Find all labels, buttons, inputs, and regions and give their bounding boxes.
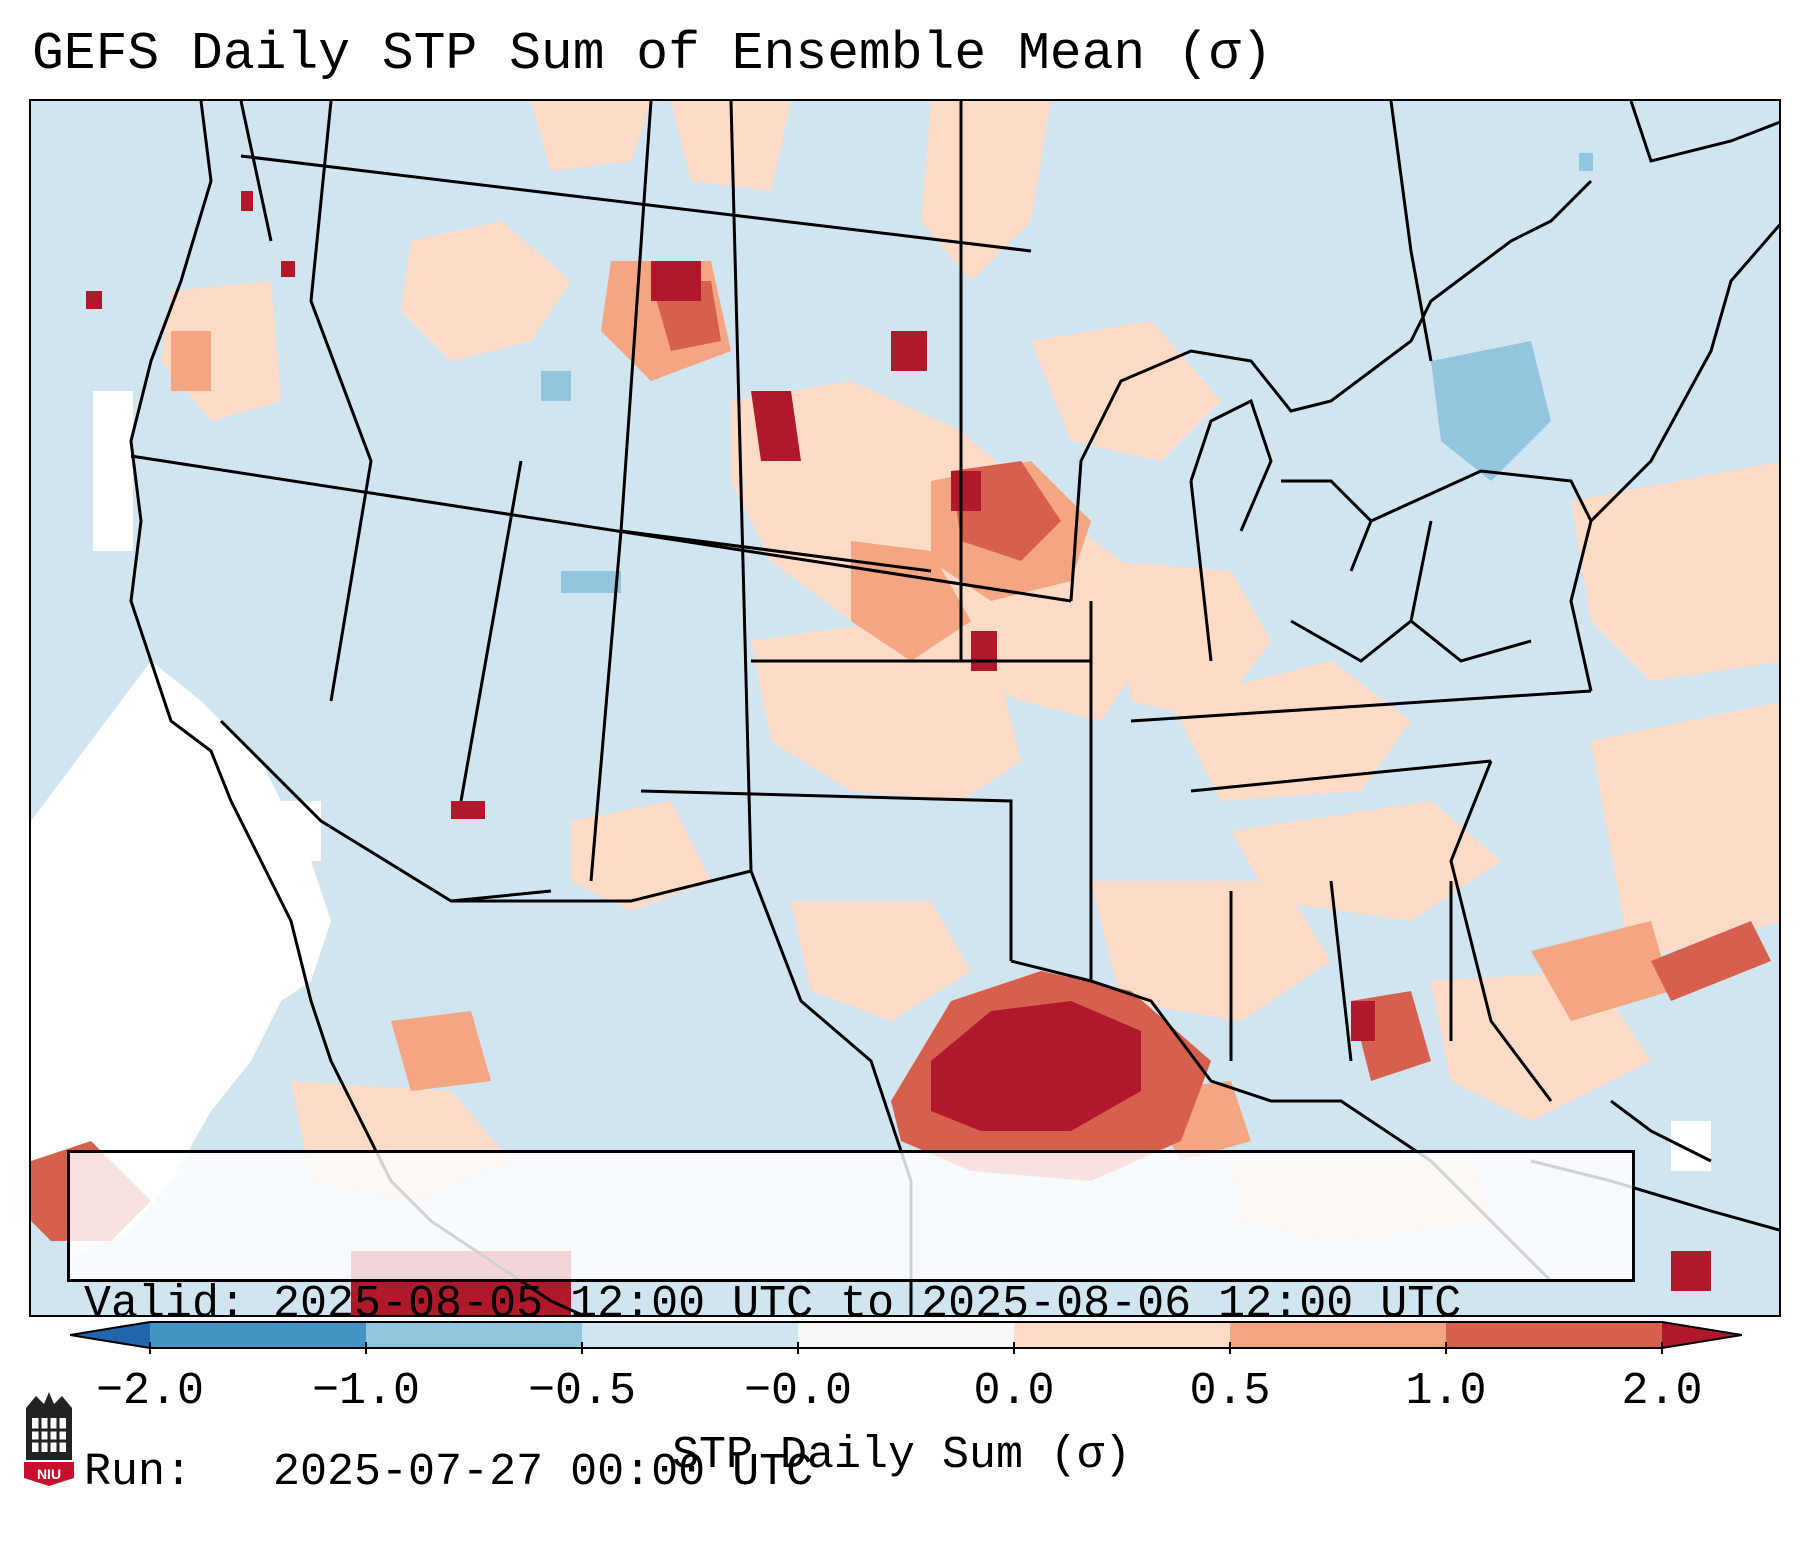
colorbar-label: STP Daily Sum (σ) <box>671 1430 1132 1481</box>
colorbar-tick-label: −1.0 <box>311 1366 421 1417</box>
logo-text: NIU <box>37 1466 61 1482</box>
colorbar-tick-mark <box>1661 1342 1663 1354</box>
colorbar-bin <box>798 1322 1015 1348</box>
colorbar-tick-mark <box>365 1342 367 1354</box>
colorbar-tick-mark <box>797 1342 799 1354</box>
logo-grid <box>32 1418 66 1452</box>
colorbar-tick-label: 2.0 <box>1621 1366 1703 1417</box>
colorbar-bin <box>1014 1322 1231 1348</box>
logo-banner <box>24 1462 74 1486</box>
colorbar-tick-mark <box>1445 1342 1447 1354</box>
colorbar-tick-label: −0.5 <box>527 1366 637 1417</box>
niu-logo: NIU <box>24 1392 74 1486</box>
colorbar-tick-mark <box>581 1342 583 1354</box>
colorbar-tick-label: 0.5 <box>1189 1366 1271 1417</box>
colorbar-tick-label: 1.0 <box>1405 1366 1487 1417</box>
run-time-text: Run: 2025-07-27 00:00 UTC <box>84 1447 814 1498</box>
colorbar-bin <box>366 1322 583 1348</box>
stp-map-svg <box>31 101 1779 1315</box>
validity-info-box: Valid: 2025-08-05 12:00 UTC to 2025-08-0… <box>67 1150 1635 1498</box>
colorbar-tick-mark <box>1229 1342 1231 1354</box>
colorbar <box>70 1321 1742 1349</box>
colorbar-bins <box>150 1322 1663 1348</box>
colorbar-bin <box>582 1322 799 1348</box>
colorbar-bin <box>150 1322 367 1348</box>
colorbar-under-arrow <box>70 1322 150 1348</box>
colorbar-tick-label: 0.0 <box>973 1366 1055 1417</box>
colorbar-bin <box>1446 1322 1663 1348</box>
map-title: GEFS Daily STP Sum of Ensemble Mean (σ) <box>32 24 1273 84</box>
colorbar-tick-label: −2.0 <box>95 1366 205 1417</box>
colorbar-tick-label: −0.0 <box>743 1366 853 1417</box>
stp-map <box>29 99 1781 1317</box>
colorbar-tick-mark <box>1013 1342 1015 1354</box>
light-negative-layer <box>541 153 1593 593</box>
colorbar-tick-mark <box>149 1342 151 1354</box>
colorbar-over-arrow <box>1662 1322 1742 1348</box>
colorbar-bin <box>1230 1322 1447 1348</box>
